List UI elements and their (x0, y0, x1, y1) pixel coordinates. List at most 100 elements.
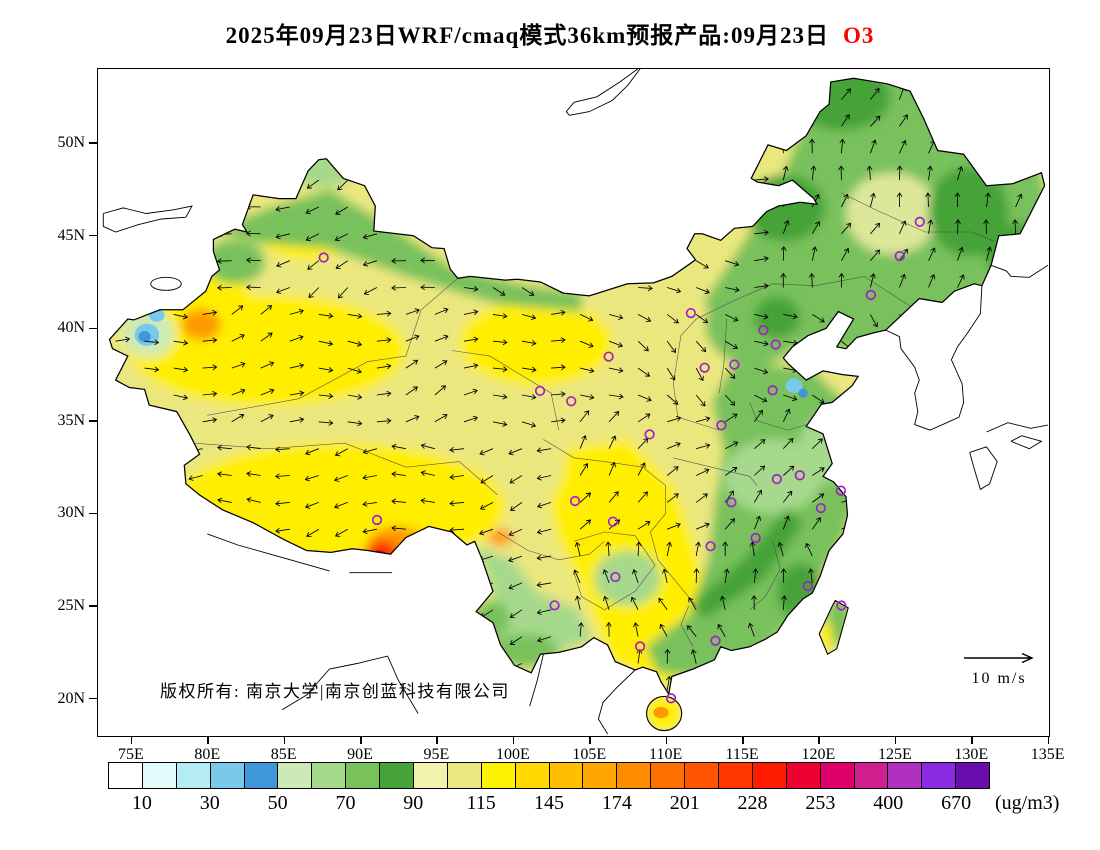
station-marker-xian (644, 429, 655, 440)
colorbar-cell-14 (583, 763, 618, 788)
colorbar-unit: (ug/m3) (995, 792, 1060, 814)
station-marker-hohhot (685, 307, 697, 319)
colorbar-cell-1 (142, 763, 177, 788)
colorbar-label-145: 145 (534, 792, 564, 814)
wind-vectors (115, 85, 1023, 691)
colorbar-cell-24 (922, 763, 957, 788)
x-tick-label: 85E (270, 746, 297, 763)
x-tick-label: 120E (801, 746, 836, 763)
wind-scale: 10 m/s (953, 650, 1045, 688)
station-marker-guiyang (610, 571, 621, 583)
colorbar-label-174: 174 (601, 792, 632, 814)
colorbar-cell-19 (752, 763, 787, 788)
y-tick-mark (89, 420, 98, 422)
colorbar-cell-0 (109, 763, 143, 788)
y-tick-mark (89, 605, 98, 607)
colorbar-cell-5 (278, 763, 313, 788)
x-tick-label: 125E (877, 746, 912, 763)
colorbar-cell-11 (481, 763, 516, 788)
station-marker-taiyuan (699, 362, 710, 373)
x-tick-label: 75E (117, 746, 144, 763)
y-tick-mark (89, 327, 98, 330)
colorbar-cell-10 (447, 763, 482, 788)
map-canvas: 版权所有: 南京大学|南京创蓝科技有限公司 10 m/s 75E 80E 85E 90… (57, 68, 1065, 763)
x-tick-mark (512, 736, 515, 744)
station-marker-yinchuan (603, 351, 614, 362)
x-tick-mark (894, 736, 897, 744)
y-tick-label: 35N (57, 411, 85, 429)
x-tick-mark (130, 736, 133, 744)
x-tick-mark (360, 736, 362, 744)
x-tick-label: 80E (194, 746, 221, 763)
station-marker-changchun (894, 250, 905, 262)
colorbar-cell-16 (651, 763, 686, 788)
colorbar-labels: (ug/m3) 10 30 50 70 90 115 145 174 201 228 253 400 6… (108, 792, 1060, 816)
x-tick-mark (971, 736, 973, 744)
x-tick-label: 135E (1030, 746, 1065, 763)
x-tick-label: 130E (954, 746, 989, 763)
colorbar-cell-21 (820, 763, 855, 788)
y-tick-mark (89, 697, 98, 700)
x-tick-label: 105E (572, 746, 607, 763)
colorbar-label-70: 70 (335, 792, 356, 814)
station-marker-hefei (771, 473, 783, 485)
colorbar-cell-18 (719, 763, 753, 788)
china-border-outline (108, 77, 1046, 696)
y-tick-label: 20N (57, 689, 85, 707)
x-tick-mark (1047, 736, 1050, 744)
station-marker-changsha (705, 541, 716, 552)
colorbar-label-10: 10 (131, 792, 152, 814)
y-tick-label: 30N (57, 504, 85, 522)
station-marker-fuzhou (802, 580, 813, 592)
station-marker-urumqi (318, 252, 329, 263)
station-marker-jinan (767, 385, 778, 396)
colorbar-cell-25 (956, 763, 990, 788)
colorbar-cell-8 (380, 763, 415, 788)
station-marker-shanghai (835, 485, 847, 496)
colorbar-cell-12 (515, 763, 550, 788)
station-marker-lanzhou (566, 396, 577, 407)
y-tick-label: 40N (57, 319, 85, 337)
x-tick-label: 90E (347, 746, 373, 763)
x-tick-mark (436, 736, 438, 744)
y-tick-mark (89, 142, 98, 144)
colorbar-label-201: 201 (669, 792, 700, 814)
colorbar-label-50: 50 (267, 792, 288, 814)
x-tick-mark (818, 736, 820, 744)
station-marker-shenyang (865, 289, 877, 301)
colorbar-cell-3 (210, 763, 245, 788)
colorbar-label-30: 30 (199, 792, 220, 814)
taiwan-outline (818, 599, 849, 655)
y-tick-label: 45N (57, 226, 85, 244)
x-tick-label: 110E (649, 746, 683, 763)
x-tick-label: 115E (725, 746, 759, 763)
x-tick-mark (665, 736, 668, 744)
station-marker-tianjin (770, 339, 781, 350)
station-marker-zhengzhou (716, 420, 727, 431)
hainan-outline (646, 695, 683, 732)
colorbar-cell-13 (549, 763, 584, 788)
colorbar-label-115: 115 (466, 792, 496, 814)
station-marker-nanchang (750, 532, 761, 544)
colorbar (108, 762, 990, 789)
x-tick-mark (283, 736, 286, 744)
colorbar-cell-7 (346, 763, 381, 788)
y-tick-mark (89, 234, 98, 237)
station-marker-taipei (836, 600, 847, 611)
wind-scale-label: 10 m/s (971, 670, 1027, 687)
station-marker-nanjing (794, 470, 805, 481)
station-marker-lhasa (371, 514, 383, 526)
station-marker-chongqing (607, 516, 619, 527)
title-species: O3 (842, 23, 875, 48)
colorbar-cell-4 (244, 763, 279, 788)
colorbar-cell-20 (786, 763, 821, 788)
colorbar-label-90: 90 (403, 792, 424, 814)
station-marker-wuhan (726, 497, 737, 508)
colorbar-cell-15 (617, 763, 652, 788)
station-marker-nanning (634, 641, 646, 652)
x-tick-mark (589, 736, 591, 744)
x-tick-mark (207, 736, 209, 744)
page-title: 2025年09月23日WRF/cmaq模式36km预报产品:09月23日 O3 (0, 16, 1100, 50)
station-marker-hangzhou (815, 502, 827, 514)
